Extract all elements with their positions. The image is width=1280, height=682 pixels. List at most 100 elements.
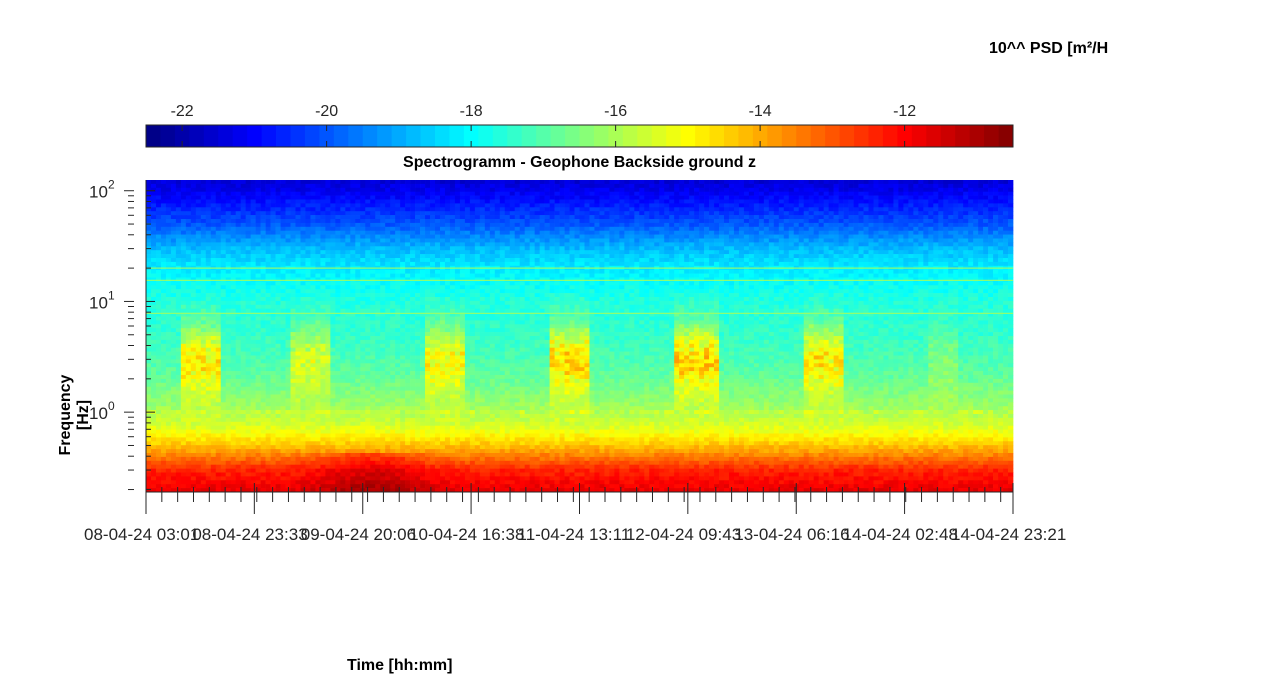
spectrogram-cell <box>699 239 704 243</box>
spectrogram-cell <box>251 188 256 192</box>
spectrogram-cell <box>719 270 724 274</box>
spectrogram-cell <box>291 242 296 246</box>
spectrogram-cell <box>355 188 360 192</box>
spectrogram-cell <box>166 215 171 219</box>
spectrogram-cell <box>953 188 958 192</box>
colorbar-segment <box>421 125 436 147</box>
spectrogram-cell <box>754 227 759 231</box>
spectrogram-cell <box>460 211 465 215</box>
spectrogram-cell <box>310 192 315 196</box>
spectrogram-cell <box>305 219 310 223</box>
spectrogram-cell <box>191 215 196 219</box>
spectrogram-cell <box>315 274 320 278</box>
spectrogram-cell <box>166 239 171 243</box>
spectrogram-cell <box>166 278 171 282</box>
spectrogram-cell <box>475 219 480 223</box>
spectrogram-cell <box>500 274 505 278</box>
spectrogram-cell <box>799 215 804 219</box>
spectrogram-cell <box>744 285 749 289</box>
spectrogram-cell <box>560 239 565 243</box>
spectrogram-cell <box>774 203 779 207</box>
spectrogram-cell <box>923 242 928 246</box>
spectrogram-cell <box>315 250 320 254</box>
spectrogram-cell <box>420 239 425 243</box>
spectrogram-cell <box>530 215 535 219</box>
spectrogram-cell <box>390 180 395 184</box>
spectrogram-cell <box>480 231 485 235</box>
spectrogram-cell <box>156 180 161 184</box>
spectrogram-cell <box>719 188 724 192</box>
spectrogram-cell <box>455 200 460 204</box>
spectrogram-cell <box>151 274 156 278</box>
spectrogram-cell <box>709 184 714 188</box>
spectrogram-cell <box>201 242 206 246</box>
spectrogram-cell <box>649 246 654 250</box>
spectrogram-cell <box>540 223 545 227</box>
spectrogram-cell <box>365 262 370 266</box>
spectrogram-cell <box>176 278 181 282</box>
spectrogram-cell <box>420 227 425 231</box>
spectrogram-cell <box>869 242 874 246</box>
spectrogram-cell <box>739 223 744 227</box>
colorbar-segment <box>811 125 826 147</box>
spectrogram-cell <box>983 188 988 192</box>
spectrogram-cell <box>415 215 420 219</box>
spectrogram-cell <box>281 246 286 250</box>
spectrogram-cell <box>580 215 585 219</box>
spectrogram-cell <box>769 262 774 266</box>
spectrogram-cell <box>535 250 540 254</box>
spectrogram-cell <box>305 215 310 219</box>
spectrogram-cell <box>634 203 639 207</box>
spectrogram-cell <box>330 211 335 215</box>
spectrogram-cell <box>226 258 231 262</box>
spectrogram-cell <box>305 227 310 231</box>
spectrogram-cell <box>809 219 814 223</box>
spectrogram-cell <box>445 278 450 282</box>
spectrogram-cell <box>385 215 390 219</box>
spectrogram-cell <box>789 184 794 188</box>
spectrogram-cell <box>948 274 953 278</box>
spectrogram-cell <box>181 258 186 262</box>
spectrogram-cell <box>908 227 913 231</box>
spectrogram-cell <box>893 262 898 266</box>
spectrogram-cell <box>928 203 933 207</box>
spectrogram-cell <box>271 262 276 266</box>
spectrogram-cell <box>430 274 435 278</box>
spectrogram-cell <box>689 180 694 184</box>
spectrogram-cell <box>435 250 440 254</box>
spectrogram-cell <box>345 242 350 246</box>
spectrogram-cell <box>933 270 938 274</box>
spectrogram-cell <box>415 246 420 250</box>
spectrogram-cell <box>689 188 694 192</box>
spectrogram-cell <box>385 270 390 274</box>
spectrogram-cell <box>390 231 395 235</box>
spectrogram-cell <box>599 211 604 215</box>
spectrogram-cell <box>400 184 405 188</box>
spectrogram-cell <box>809 231 814 235</box>
spectrogram-cell <box>839 250 844 254</box>
spectrogram-cell <box>624 239 629 243</box>
spectrogram-cell <box>545 246 550 250</box>
spectrogram-cell <box>515 223 520 227</box>
spectrogram-cell <box>231 180 236 184</box>
spectrogram-cell <box>325 258 330 262</box>
spectrogram-cell <box>854 215 859 219</box>
spectrogram-cell <box>883 242 888 246</box>
spectrogram-cell <box>953 285 958 289</box>
spectrogram-cell <box>335 235 340 239</box>
spectrogram-cell <box>988 258 993 262</box>
spectrogram-cell <box>988 285 993 289</box>
spectrogram-cell <box>799 262 804 266</box>
spectrogram-cell <box>440 184 445 188</box>
spectrogram-cell <box>266 211 271 215</box>
spectrogram-cell <box>893 188 898 192</box>
spectrogram-cell <box>211 278 216 282</box>
spectrogram-cell <box>550 274 555 278</box>
spectrogram-cell <box>575 184 580 188</box>
spectrogram-cell <box>589 242 594 246</box>
spectrogram-cell <box>804 278 809 282</box>
spectrogram-cell <box>365 242 370 246</box>
spectrogram-cell <box>176 219 181 223</box>
spectrogram-cell <box>246 278 251 282</box>
spectrogram-cell <box>734 258 739 262</box>
